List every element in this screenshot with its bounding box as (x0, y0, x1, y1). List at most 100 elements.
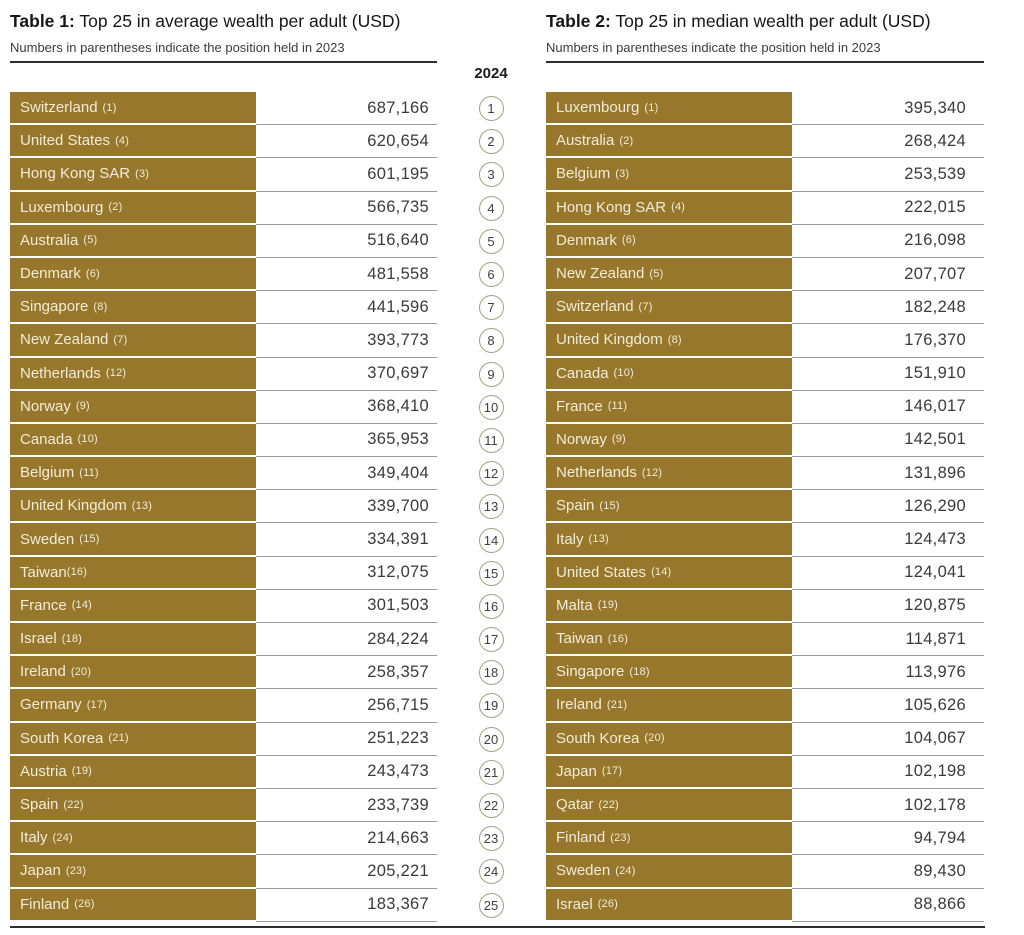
prev-year-rank: (18) (629, 665, 650, 678)
prev-year-rank: (20) (70, 665, 92, 678)
country-label: Luxembourg (556, 99, 640, 117)
table-row: Finland (26) 183,367 (10, 888, 437, 922)
rank-circle-row: 16 (478, 590, 504, 623)
value-cell: 687,166 (256, 92, 437, 126)
rank-circle: 22 (478, 793, 504, 819)
prev-year-rank: (19) (71, 765, 93, 778)
country-bar: Israel (18) (10, 623, 256, 655)
table2-title-label: Table 2: (546, 11, 611, 31)
country-label: Malta (556, 596, 593, 614)
table-row: France (14) 301,503 (10, 589, 437, 623)
prev-year-rank: (13) (588, 533, 609, 546)
country-bar: South Korea (20) (546, 722, 792, 754)
value-cell: 256,715 (256, 689, 437, 723)
rank-circle-row: 19 (478, 689, 504, 722)
country-label: Canada (556, 364, 609, 382)
prev-year-rank: (2) (108, 201, 123, 214)
table-row: Hong Kong SAR (4) 222,015 (546, 191, 984, 225)
table-row: South Korea (20) 104,067 (546, 722, 984, 756)
value-cell: 251,223 (256, 723, 437, 756)
country-label: United Kingdom (20, 497, 127, 515)
table-row: Spain (15) 126,290 (546, 490, 984, 524)
country-label: Taiwan (556, 630, 603, 648)
value-cell: 253,539 (792, 158, 984, 192)
rank-circle-row: 18 (478, 656, 504, 689)
table-row: Israel (26) 88,866 (546, 888, 984, 922)
value-cell: 89,430 (792, 855, 984, 889)
table-row: France (11) 146,017 (546, 390, 984, 424)
country-label: France (556, 397, 603, 415)
country-bar: Italy (24) (10, 822, 256, 854)
value-cell: 214,663 (256, 822, 437, 856)
table-row: Belgium (11) 349,404 (10, 457, 437, 491)
rank-circle-row: 8 (478, 324, 504, 357)
country-bar: Switzerland (1) (10, 92, 256, 124)
table-row: United States (4) 620,654 (10, 125, 437, 159)
rank-circles: 1 2 3 4 5 6 7 8 9 10 11 12 13 14 15 (478, 92, 504, 922)
value-cell: 151,910 (792, 358, 984, 391)
table-row: Canada (10) 151,910 (546, 357, 984, 391)
country-bar: Sweden (24) (546, 855, 792, 887)
table-row: United States (14) 124,041 (546, 556, 984, 590)
table-row: Italy (24) 214,663 (10, 822, 437, 856)
country-bar: Japan (17) (546, 755, 792, 787)
table2-rows: Luxembourg (1) 395,340 Australia (2) 268… (546, 92, 984, 922)
table-row: Japan (17) 102,198 (546, 755, 984, 789)
value-cell: 207,707 (792, 258, 984, 292)
country-label: Taiwan (20, 563, 67, 581)
rank-circle: 3 (478, 162, 504, 188)
value-cell: 205,221 (256, 855, 437, 889)
table1-title-text: Top 25 in average wealth per adult (USD) (74, 11, 401, 31)
prev-year-rank: (23) (610, 831, 631, 844)
table2-median-wealth: Table 2: Top 25 in median wealth per adu… (546, 8, 984, 922)
table-row: Taiwan (16) 114,871 (546, 623, 984, 657)
country-label: Denmark (556, 231, 617, 249)
table-row: Denmark (6) 481,558 (10, 257, 437, 292)
country-label: Denmark (20, 265, 81, 283)
value-cell: 233,739 (256, 789, 437, 823)
rank-circle-row: 20 (478, 723, 504, 756)
country-bar: Netherlands (12) (546, 457, 792, 489)
prev-year-rank: (10) (613, 367, 634, 380)
table1-average-wealth: Table 1: Top 25 in average wealth per ad… (10, 8, 437, 922)
table2-top-rule (546, 61, 984, 63)
country-label: Norway (20, 397, 71, 415)
value-cell: 104,067 (792, 723, 984, 756)
prev-year-rank: (1) (644, 101, 659, 114)
country-bar: Netherlands (12) (10, 357, 256, 389)
country-bar: Belgium (11) (10, 457, 256, 489)
rank-circle-row: 22 (478, 789, 504, 822)
prev-year-rank: (8) (93, 300, 108, 313)
rank-circle-row: 6 (478, 258, 504, 291)
value-cell: 124,473 (792, 523, 984, 557)
rank-circle-row: 4 (478, 192, 504, 225)
country-bar: United Kingdom (13) (10, 490, 256, 522)
rank-circle: 25 (478, 892, 504, 918)
country-bar: Finland (26) (10, 888, 256, 920)
country-bar: Denmark (6) (546, 224, 792, 256)
prev-year-rank: (20) (644, 732, 665, 745)
country-bar: France (11) (546, 390, 792, 422)
value-cell: 368,410 (256, 391, 437, 424)
table-row: Qatar (22) 102,178 (546, 788, 984, 823)
prev-year-rank: (17) (601, 765, 623, 778)
rank-circle: 19 (478, 693, 504, 719)
country-label: Luxembourg (20, 198, 104, 216)
table-row: Singapore (8) 441,596 (10, 291, 437, 325)
rank-circle: 13 (478, 494, 504, 520)
prev-year-rank: (2) (619, 134, 634, 147)
table-row: Japan (23) 205,221 (10, 855, 437, 889)
prev-year-rank: (7) (638, 300, 653, 313)
country-bar: Denmark (6) (10, 257, 256, 290)
rank-circle-row: 25 (478, 889, 504, 922)
value-cell: 268,424 (792, 125, 984, 159)
rank-circle-row: 14 (478, 523, 504, 556)
prev-year-rank: (17) (86, 698, 108, 711)
country-bar: Luxembourg (1) (546, 92, 792, 124)
rank-circle-row: 24 (478, 855, 504, 888)
country-bar: Hong Kong SAR (3) (10, 158, 256, 190)
value-cell: 222,015 (792, 192, 984, 225)
table2-subtitle: Numbers in parentheses indicate the posi… (546, 40, 881, 55)
country-bar: Malta (19) (546, 589, 792, 621)
country-bar: Hong Kong SAR (4) (546, 191, 792, 223)
